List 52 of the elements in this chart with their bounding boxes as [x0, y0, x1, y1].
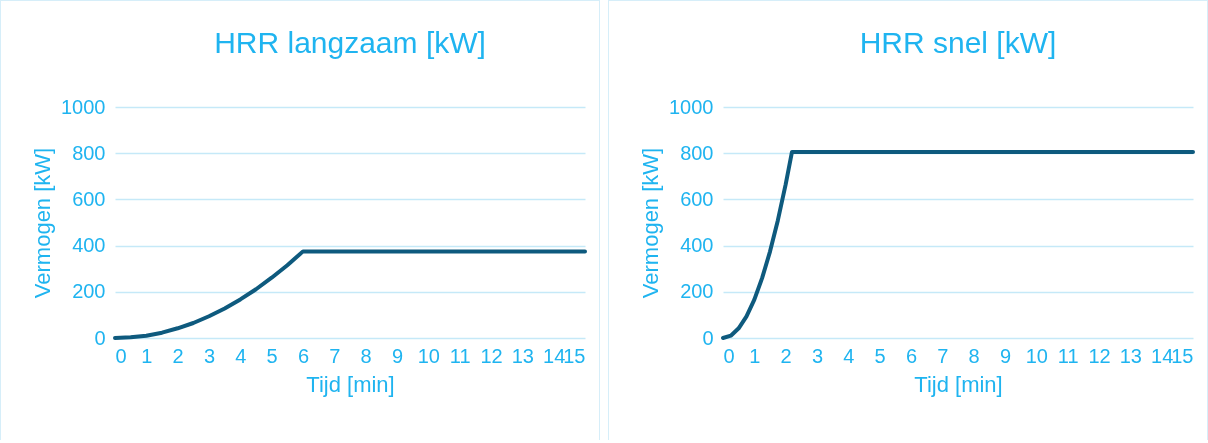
x-tick-label: 12 — [480, 344, 503, 367]
x-tick-label: 5 — [874, 344, 886, 367]
line-series — [113, 249, 587, 340]
y-tick-label: 0 — [94, 326, 106, 349]
x-tick-label: 14 — [543, 344, 566, 367]
y-tick-label: 600 — [72, 187, 106, 210]
x-axis-title: Tijd [min] — [306, 371, 395, 397]
y-tick-label: 0 — [702, 326, 714, 349]
y-tick-label: 400 — [72, 234, 106, 257]
x-tick-label: 3 — [811, 344, 824, 367]
x-tick-label: 13 — [511, 344, 534, 367]
chart-title: HRR snel [kW] — [859, 26, 1057, 59]
y-tick-label: 800 — [72, 141, 106, 164]
x-tick-label: 0 — [115, 344, 127, 367]
x-tick-label: 2 — [172, 344, 184, 367]
x-tick-label: 14 — [1151, 344, 1174, 367]
y-tick-label: 1000 — [61, 95, 106, 118]
x-tick-label: 6 — [297, 344, 310, 367]
x-tick-label: 0 — [723, 344, 735, 367]
y-tick-label: 1000 — [669, 95, 714, 118]
x-tick-label: 15 — [1171, 344, 1194, 367]
x-tick-label: 8 — [360, 344, 372, 367]
x-tick-label: 6 — [905, 344, 918, 367]
x-tick-label: 10 — [417, 344, 440, 367]
y-tick-label: 200 — [680, 280, 714, 303]
y-axis-title: Vermogen [kW] — [30, 147, 56, 299]
x-tick-label: 9 — [999, 344, 1012, 367]
x-tick-label: 15 — [563, 344, 586, 367]
x-tick-label: 1 — [749, 344, 761, 367]
x-tick-label: 3 — [203, 344, 216, 367]
y-tick-label: 800 — [680, 141, 714, 164]
y-axis-title: Vermogen [kW] — [638, 147, 664, 299]
y-tick-label: 400 — [680, 234, 714, 257]
x-tick-label: 7 — [329, 344, 341, 367]
line-series — [721, 150, 1195, 340]
x-tick-label: 9 — [391, 344, 404, 367]
x-tick-label: 12 — [1088, 344, 1111, 367]
x-axis-title: Tijd [min] — [914, 371, 1003, 397]
x-tick-label: 8 — [968, 344, 980, 367]
x-tick-label: 4 — [235, 344, 247, 367]
x-tick-label: 13 — [1119, 344, 1142, 367]
x-tick-label: 2 — [780, 344, 792, 367]
x-tick-label: 4 — [843, 344, 855, 367]
x-tick-label: 7 — [937, 344, 949, 367]
y-tick-label: 600 — [680, 187, 714, 210]
x-tick-label: 1 — [141, 344, 153, 367]
y-tick-label: 200 — [72, 280, 106, 303]
x-tick-label: 11 — [449, 344, 471, 367]
x-tick-label: 10 — [1025, 344, 1048, 367]
x-tick-label: 5 — [266, 344, 278, 367]
x-tick-label: 11 — [1057, 344, 1079, 367]
chart-title: HRR langzaam [kW] — [214, 26, 486, 59]
